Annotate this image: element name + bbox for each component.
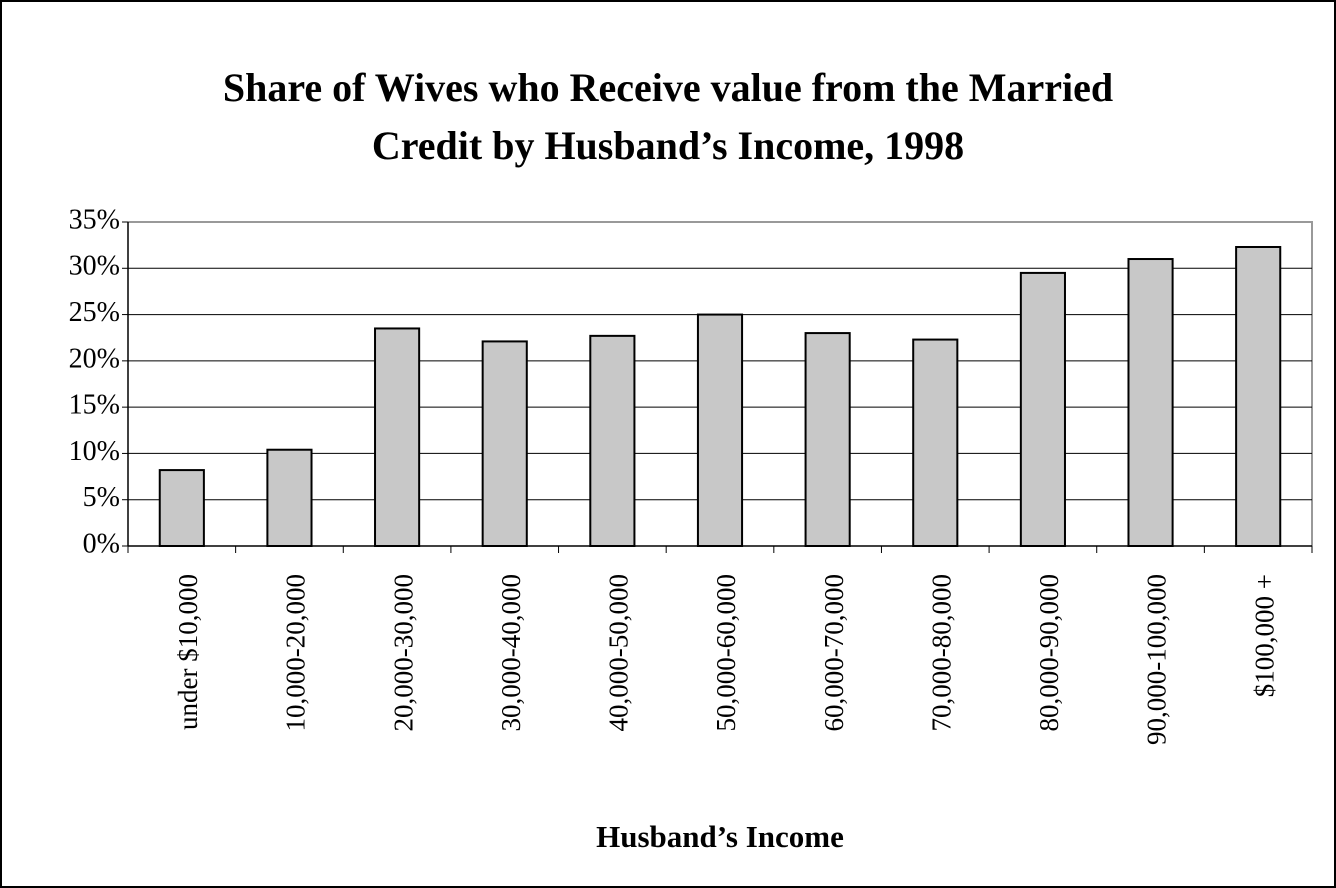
bar: [266, 448, 313, 547]
x-tick-label: 80,000-90,000: [1034, 574, 1064, 732]
x-tick-label: 50,000-60,000: [711, 574, 741, 732]
x-tick-label: 20,000-30,000: [388, 574, 418, 732]
y-tick-label: 10%: [69, 436, 120, 467]
bar: [696, 313, 744, 548]
y-tick-label: 5%: [83, 482, 120, 513]
y-tick-label: 0%: [83, 528, 120, 559]
x-tick-label: 90,000-100,000: [1142, 574, 1172, 745]
bar: [1235, 245, 1282, 547]
chart-title: Share of Wives who Receive value from th…: [223, 65, 1113, 110]
x-tick-label: under $10,000: [173, 574, 203, 730]
x-tick-label: 40,000-50,000: [604, 574, 634, 732]
x-tick-label: 10,000-20,000: [281, 574, 311, 732]
bar: [1019, 271, 1066, 547]
x-tick-label: 60,000-70,000: [819, 574, 849, 732]
bar: [1127, 258, 1174, 547]
bar: [589, 334, 636, 547]
x-tick-label: 30,000-40,000: [496, 574, 526, 732]
bar: [912, 338, 959, 547]
chart-title: Credit by Husband’s Income, 1998: [372, 123, 964, 168]
x-tick-label: $100,000 +: [1249, 574, 1279, 697]
y-tick-label: 35%: [69, 204, 120, 235]
x-axis-label: Husband’s Income: [596, 819, 844, 854]
plot-frame: [128, 221, 1313, 546]
y-tick-label: 25%: [69, 297, 120, 328]
bar: [158, 469, 205, 547]
y-tick-label: 15%: [69, 390, 120, 421]
bar: [481, 340, 528, 547]
y-tick-label: 30%: [69, 251, 120, 282]
bar: [374, 327, 421, 548]
bar: [804, 332, 851, 548]
x-tick-label: 70,000-80,000: [926, 574, 956, 732]
y-tick-label: 20%: [69, 343, 120, 374]
